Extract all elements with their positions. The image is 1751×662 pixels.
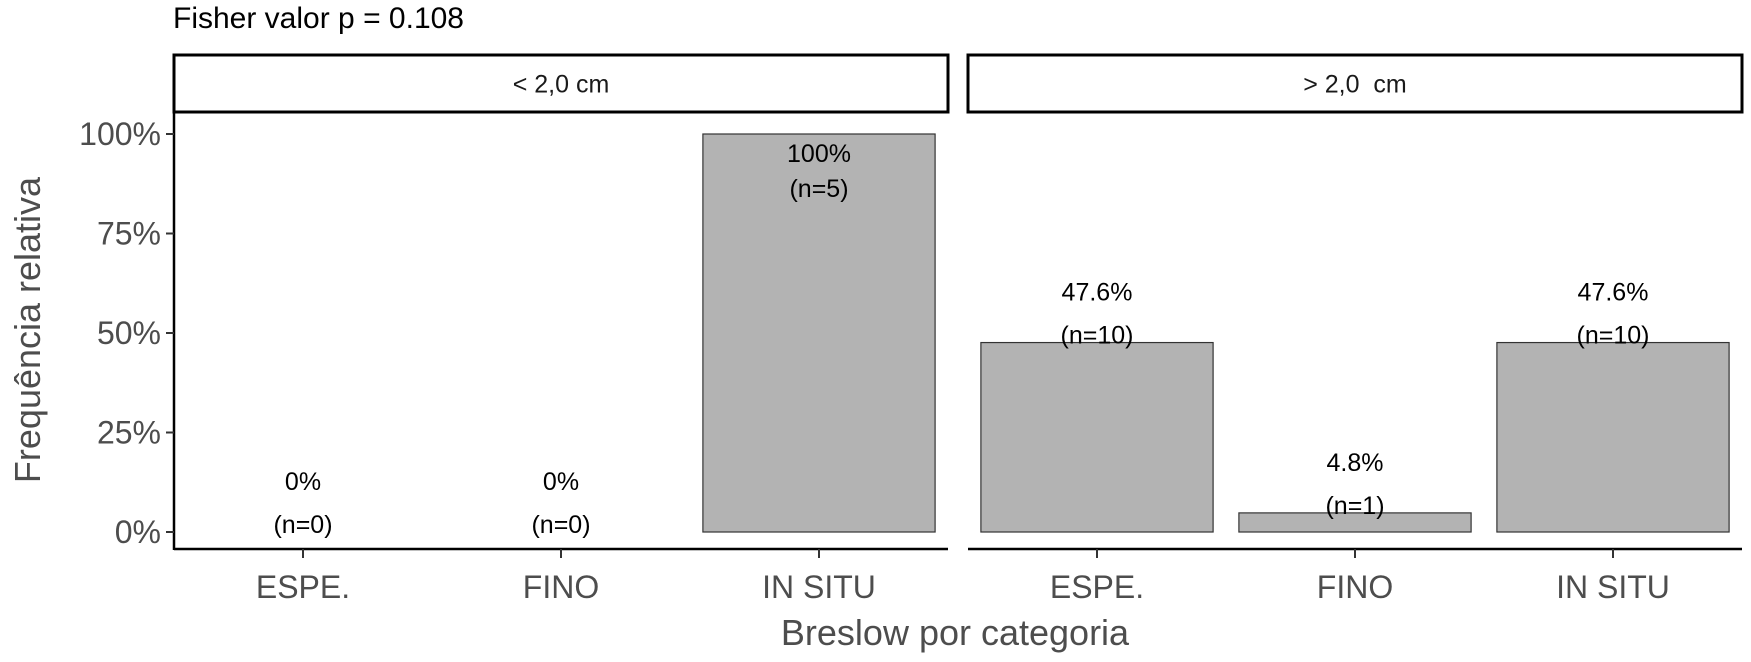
y-axis-label: Frequência relativa (7, 176, 48, 483)
bar-percent-label: 0% (285, 468, 321, 496)
facet-strip-label: < 2,0 cm (513, 71, 610, 99)
bar-percent-label: 47.6% (1062, 279, 1133, 307)
x-tick-label: ESPE. (1050, 569, 1144, 605)
bar-n-label: (n=5) (789, 175, 848, 203)
y-tick-label: 0% (115, 514, 161, 550)
facet-strip-box (966, 53, 1744, 114)
bar-n-label: (n=1) (1325, 492, 1384, 520)
y-tick-label: 100% (79, 116, 161, 152)
bar-percent-label: 47.6% (1578, 279, 1649, 307)
chart-title: Fisher valor p = 0.108 (173, 2, 464, 35)
x-tick-label: FINO (1317, 569, 1393, 605)
facet-panel-2: > 2,0 cm 47.6% (n=10) ESPE. 4.8% (n=1) FINO 47.… (966, 53, 1744, 605)
facet-panel-1: < 2,0 cm 0% (n=0) ESPE. 0% (n=0) FINO 100% (n=5)… (172, 53, 950, 605)
y-axis: 0% 25% 50% 75% 100% (79, 112, 176, 550)
facet-strip-label: > 2,0 cm (1303, 71, 1407, 99)
facet-panels: < 2,0 cm 0% (n=0) ESPE. 0% (n=0) FINO 100% (n=5)… (172, 53, 1744, 605)
y-tick-label: 50% (97, 315, 161, 351)
bar-percent-label: 0% (543, 468, 579, 496)
bar-2-in-situ (1496, 341, 1730, 533)
bar-n-label: (n=10) (1061, 322, 1134, 350)
bar-2-espe- (980, 341, 1214, 533)
bar-n-label: (n=0) (273, 511, 332, 539)
bar-2-fino (1238, 512, 1472, 533)
y-tick-label: 75% (97, 216, 161, 252)
x-tick-label: IN SITU (762, 569, 876, 605)
bar-percent-label: 4.8% (1327, 449, 1384, 477)
bar-percent-label: 100% (787, 140, 851, 168)
x-tick-label: ESPE. (256, 569, 350, 605)
bar-n-label: (n=10) (1577, 322, 1650, 350)
y-tick-label: 25% (97, 415, 161, 451)
bar-1-in-situ (702, 133, 936, 533)
bar-n-label: (n=0) (531, 511, 590, 539)
x-axis-label: Breslow por categoria (781, 612, 1130, 653)
facet-strip-box (172, 53, 950, 114)
x-tick-label: FINO (523, 569, 599, 605)
x-tick-label: IN SITU (1556, 569, 1670, 605)
